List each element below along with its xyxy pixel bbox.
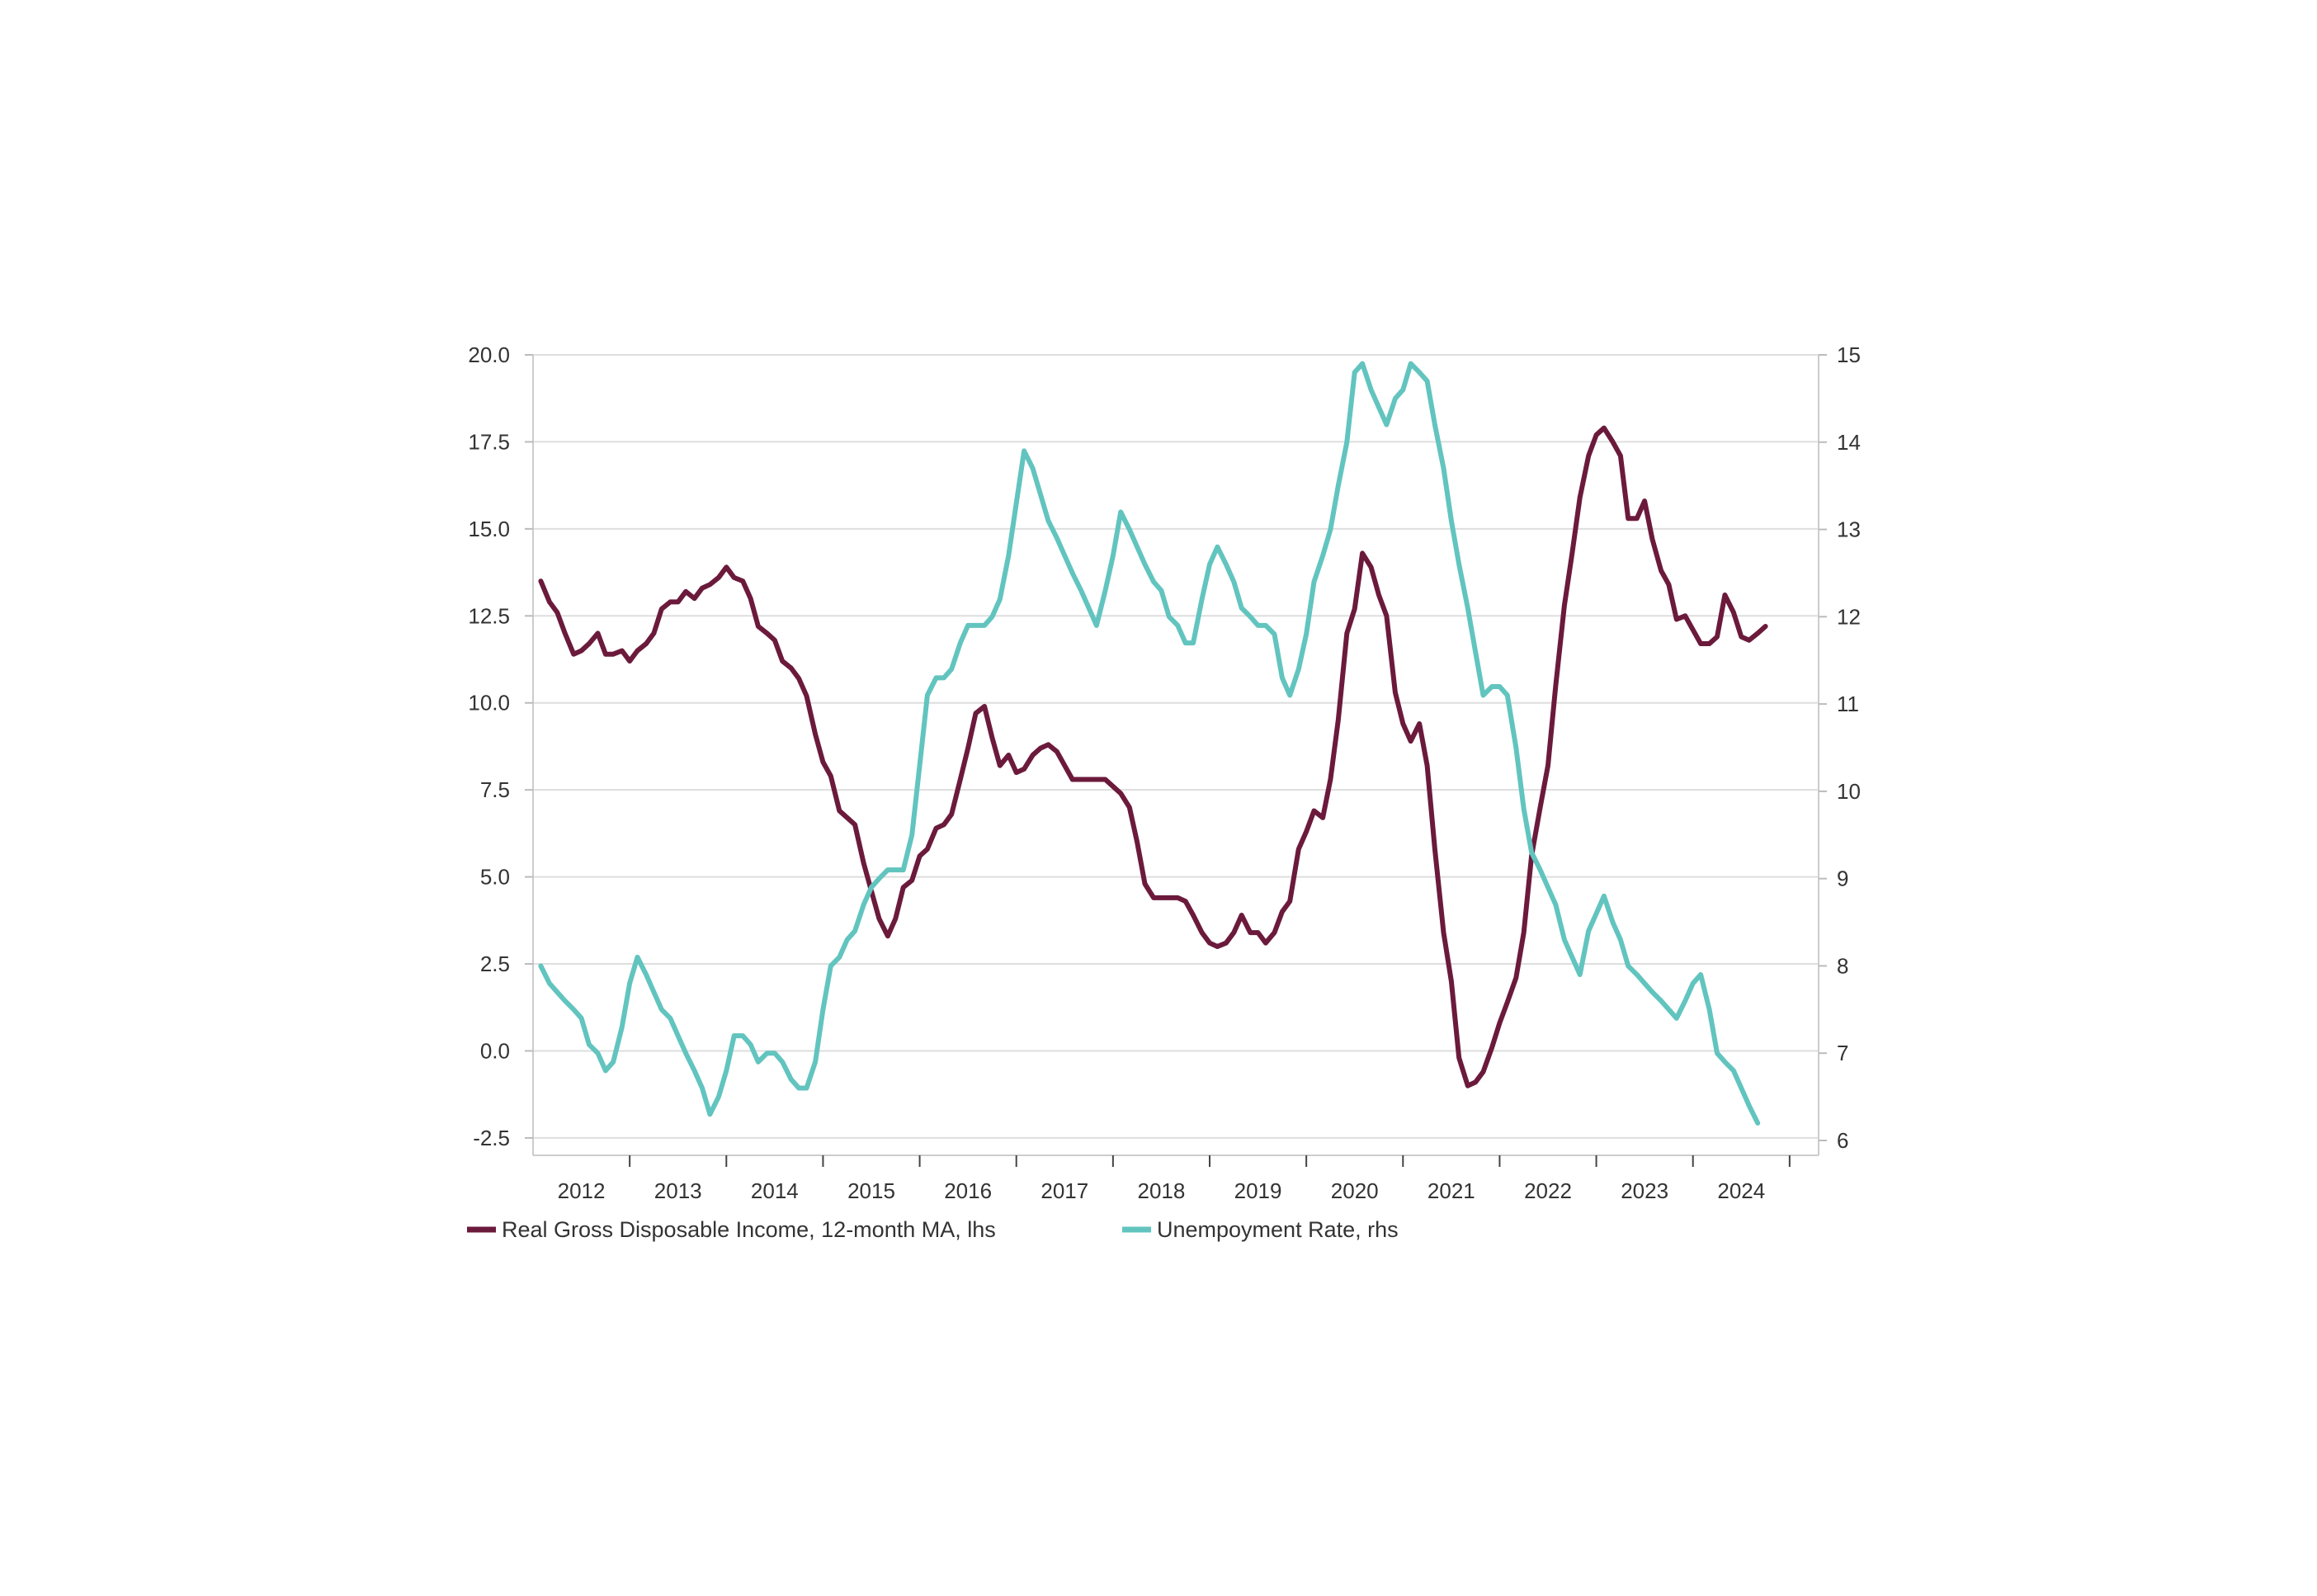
y-right-tick-label: 14	[1837, 430, 1861, 455]
y-right-tick-label: 6	[1837, 1128, 1848, 1153]
series-line-rgdi	[538, 425, 1768, 1088]
x-tick-label: 2018	[1138, 1178, 1186, 1203]
x-tick-label: 2014	[751, 1178, 799, 1203]
y-left-tick-label: 15.0	[468, 517, 510, 541]
y-left-tick-label: 5.0	[480, 865, 510, 890]
y-right-tick-label: 15	[1837, 342, 1861, 367]
x-tick-label: 2016	[944, 1178, 992, 1203]
x-tick-label: 2019	[1234, 1178, 1282, 1203]
y-axis-right: 15 14 13 12 11 10 9 8 7 6	[1819, 342, 1861, 1153]
x-tick-label: 2012	[558, 1178, 606, 1203]
legend-item-unemployment[interactable]: Unempoyment Rate, rhs	[1122, 1217, 1399, 1242]
y-left-tick-label: 20.0	[468, 342, 510, 367]
y-right-tick-label: 11	[1837, 692, 1859, 716]
axes	[532, 355, 1819, 1156]
gridlines	[533, 354, 1819, 1139]
y-left-tick-label: 10.0	[468, 691, 510, 715]
x-tick-label: 2024	[1717, 1178, 1765, 1203]
y-right-tick-label: 9	[1837, 866, 1848, 891]
y-right-tick-label: 13	[1837, 517, 1861, 542]
x-tick-label: 2015	[847, 1178, 895, 1203]
series	[538, 361, 1768, 1126]
y-left-tick-label: 2.5	[480, 951, 510, 976]
y-left-tick-label: 12.5	[468, 603, 510, 628]
x-tick-label: 2020	[1331, 1178, 1379, 1203]
legend-label-rgdi: Real Gross Disposable Income, 12-month M…	[502, 1217, 996, 1242]
y-axis-left: 20.0 17.5 15.0 12.5 10.0 7.5 5.0 2.5 0.0 -2.5	[468, 342, 533, 1150]
y-left-tick-label: 0.0	[480, 1038, 510, 1063]
y-left-tick-label: -2.5	[473, 1126, 510, 1150]
y-right-tick-label: 12	[1837, 604, 1861, 629]
y-left-tick-label: 7.5	[480, 777, 510, 802]
legend: Real Gross Disposable Income, 12-month M…	[467, 1217, 1399, 1242]
y-right-tick-label: 10	[1837, 779, 1861, 804]
x-tick-label: 2022	[1524, 1178, 1572, 1203]
series-line-unemployment	[538, 361, 1761, 1126]
x-tick-label: 2013	[654, 1178, 702, 1203]
x-tick-label: 2023	[1621, 1178, 1668, 1203]
x-tick-label: 2017	[1041, 1178, 1088, 1203]
legend-label-unemployment: Unempoyment Rate, rhs	[1157, 1217, 1399, 1242]
y-left-tick-label: 17.5	[468, 429, 510, 454]
y-right-tick-label: 8	[1837, 953, 1848, 978]
x-tick-label: 2021	[1427, 1178, 1475, 1203]
legend-item-rgdi[interactable]: Real Gross Disposable Income, 12-month M…	[467, 1217, 996, 1242]
y-right-tick-label: 7	[1837, 1041, 1848, 1065]
x-axis: 2012 2013 2014 2015 2016 2017 2018 2019 2020 2021…	[558, 1155, 1791, 1203]
